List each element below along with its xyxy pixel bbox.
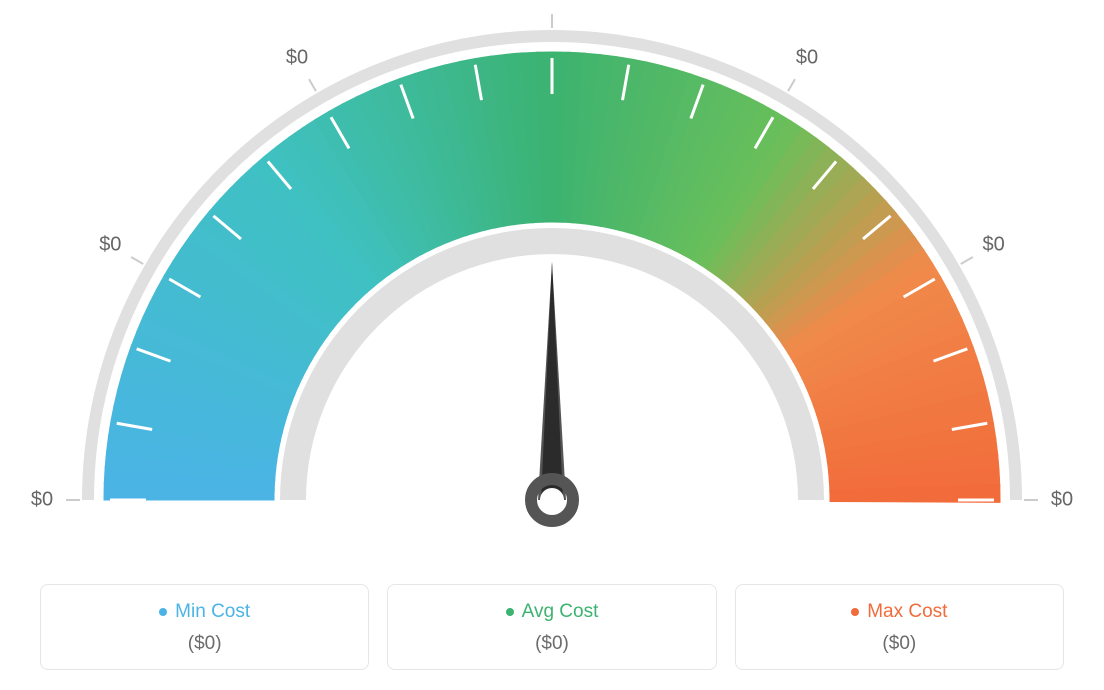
gauge-tick-label: $0	[286, 47, 308, 70]
legend-title-row: Max Cost	[746, 601, 1053, 623]
legend-value-min: ($0)	[51, 633, 358, 655]
legend-dot-avg	[506, 608, 514, 616]
legend-title-max: Max Cost	[867, 601, 947, 623]
gauge-tick-label: $0	[541, 0, 563, 2]
legend-card-min: Min Cost ($0)	[40, 584, 369, 670]
gauge-chart: $0 $0 $0 $0 $0 $0 $0	[0, 0, 1104, 560]
gauge-tick-label: $0	[983, 234, 1005, 257]
legend-dot-min	[159, 608, 167, 616]
legend-card-avg: Avg Cost ($0)	[387, 584, 716, 670]
legend-dot-max	[851, 608, 859, 616]
gauge-tick-label: $0	[796, 47, 818, 70]
legend-title-avg: Avg Cost	[522, 601, 599, 623]
legend-value-avg: ($0)	[398, 633, 705, 655]
gauge-tick-label: $0	[99, 234, 121, 257]
legend-title-row: Avg Cost	[398, 601, 705, 623]
legend-title-row: Min Cost	[51, 601, 358, 623]
gauge-tick-label: $0	[1051, 489, 1073, 512]
legend-value-max: ($0)	[746, 633, 1053, 655]
gauge-tick-label: $0	[31, 489, 53, 512]
legend-row: Min Cost ($0) Avg Cost ($0) Max Cost ($0…	[40, 584, 1064, 670]
legend-card-max: Max Cost ($0)	[735, 584, 1064, 670]
gauge-svg	[0, 0, 1104, 560]
legend-title-min: Min Cost	[175, 601, 250, 623]
